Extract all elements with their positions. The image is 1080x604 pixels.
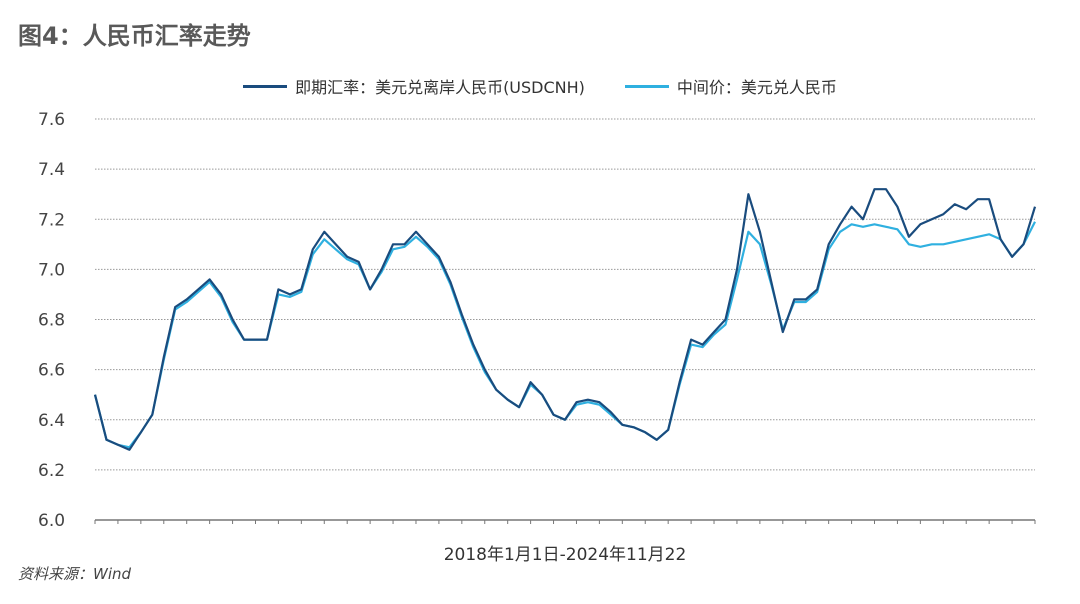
x-axis-label: 2018年1月1日-2024年11月22 [443, 545, 687, 565]
legend: 即期汇率：美元兑离岸人民币(USDCNH) 中间价：美元兑人民币 [0, 74, 1080, 98]
legend-swatch-cnh [243, 84, 288, 88]
y-tick-label: 6.0 [38, 511, 65, 531]
y-tick-label: 7.2 [38, 210, 65, 230]
y-tick-label: 7.6 [38, 110, 65, 130]
series-line-fix [93, 221, 1036, 449]
y-tick-label: 7.4 [38, 160, 65, 180]
legend-item-cnh: 即期汇率：美元兑离岸人民币(USDCNH) [243, 74, 585, 98]
legend-label-cnh: 即期汇率：美元兑离岸人民币(USDCNH) [295, 78, 585, 97]
chart-title: 图4：人民币汇率走势 [18, 22, 251, 50]
legend-swatch-fix [624, 84, 669, 88]
y-tick-label: 6.2 [38, 461, 65, 481]
y-tick-label: 6.4 [38, 411, 65, 431]
y-tick-label: 6.8 [38, 311, 65, 331]
legend-item-fix: 中间价：美元兑人民币 [624, 74, 837, 98]
series-line-cnh [93, 188, 1037, 451]
source-note: 资料来源：Wind [18, 565, 132, 583]
y-tick-label: 6.6 [38, 361, 65, 381]
legend-label-fix: 中间价：美元兑人民币 [676, 78, 837, 97]
y-tick-label: 7.0 [38, 260, 65, 280]
